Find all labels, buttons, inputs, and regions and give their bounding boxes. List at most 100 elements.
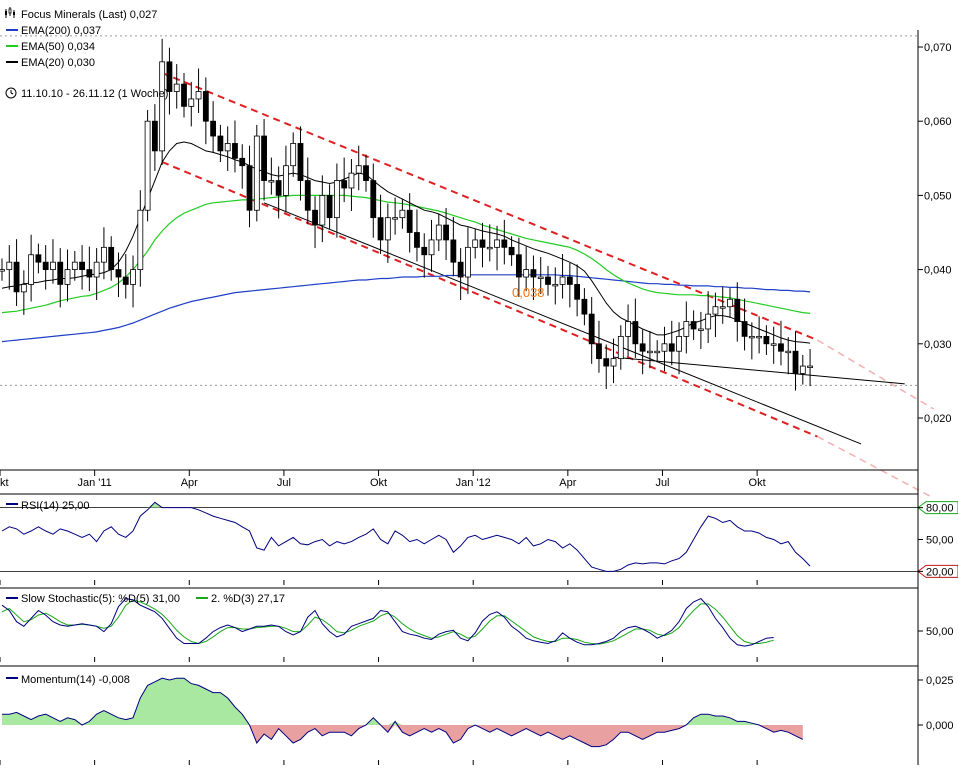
stoch-title: Slow Stochastic(5): %D(5) 31,00 (21, 593, 180, 605)
ema20-swatch (6, 61, 18, 63)
candle (465, 227, 471, 295)
candle-body (712, 306, 719, 315)
chart-title: Focus Minerals (Last) 0,027 (21, 9, 157, 21)
candle (166, 47, 173, 115)
candle (71, 251, 78, 281)
candle (428, 219, 435, 272)
candle-body (370, 180, 377, 219)
candle-body (552, 284, 559, 287)
candle (683, 301, 690, 354)
rsi-swatch (6, 503, 18, 505)
candle (217, 124, 224, 163)
x-tick-label: Apr (559, 477, 576, 489)
candle (108, 236, 115, 281)
gridlines (0, 35, 918, 386)
candle-body (173, 83, 180, 92)
candle-body (341, 180, 348, 189)
x-tick-label: Jul (655, 477, 669, 489)
y-tick-label: 0,030 (924, 339, 952, 351)
candle (479, 222, 486, 268)
candle-body (304, 180, 311, 211)
rsi-80-marker (917, 501, 958, 515)
x-tick-label: Okt (749, 477, 766, 489)
candle-body (465, 246, 471, 278)
channel-line (161, 72, 818, 342)
y-tick-label: 0,020 (924, 413, 952, 425)
candle (501, 219, 508, 265)
ema20-line (1, 141, 811, 344)
candle (661, 326, 668, 372)
ema50-line (1, 194, 811, 314)
candle-body (799, 365, 806, 374)
candle-body (130, 269, 136, 285)
candle-body (13, 261, 20, 293)
candle (574, 264, 581, 317)
momentum-negative-fill (2, 725, 803, 747)
candle (625, 304, 631, 357)
candle-body (319, 194, 326, 226)
candle (523, 246, 530, 292)
candle-body (144, 120, 151, 211)
x-tick-label: Apr (181, 477, 198, 489)
y-tick-label: 0,040 (924, 265, 952, 277)
candle (756, 316, 763, 354)
candle (333, 163, 340, 238)
candle (173, 64, 180, 109)
candle (64, 249, 71, 302)
candle-body (71, 261, 78, 270)
stoch-d-line (1, 597, 774, 647)
momentum-swatch (6, 677, 18, 679)
candle (727, 288, 733, 318)
candle (246, 145, 253, 228)
candle (370, 163, 377, 238)
candle-body (246, 165, 253, 211)
candle-body (588, 313, 595, 345)
candle (435, 213, 442, 252)
candle-body (515, 254, 522, 278)
y-tick-label: 0,050 (924, 190, 952, 202)
momentum-title: Momentum(14) -0,008 (21, 674, 130, 686)
candle-body (610, 358, 617, 367)
candle-body (108, 246, 115, 270)
trend-line (263, 202, 862, 445)
candle (603, 344, 610, 390)
stoch-signal-line (1, 599, 774, 645)
candle-body (57, 261, 64, 285)
candle (799, 354, 806, 385)
candle-body (333, 180, 340, 219)
candle-body (450, 239, 457, 263)
ema200-legend: EMA(200) 0,037 (21, 25, 101, 37)
price-annotation: 0,038 (512, 285, 545, 300)
candle (559, 254, 566, 299)
candle-body (494, 239, 500, 248)
candle-body (632, 321, 639, 345)
candle (778, 320, 784, 366)
candle-body (639, 343, 646, 352)
candle-body (421, 246, 428, 256)
candle-body (770, 343, 777, 346)
momentum-line (2, 677, 804, 748)
rsi-level-label: 20,00 (926, 566, 954, 578)
candle (690, 310, 697, 341)
candle (144, 110, 151, 222)
candle (377, 194, 384, 255)
candle (253, 124, 260, 222)
candle (588, 297, 595, 364)
candle (297, 126, 304, 201)
candle (697, 311, 704, 349)
candle (283, 145, 289, 213)
candle-body (574, 284, 581, 300)
candle-body (166, 61, 173, 92)
candle-body (399, 209, 406, 219)
channel-extension (816, 339, 935, 410)
candle (261, 118, 267, 201)
candle (6, 245, 13, 290)
stoch-swatch-2 (196, 597, 208, 599)
candle-body (290, 143, 297, 167)
candle (275, 166, 282, 219)
y-tick-label: 0,070 (924, 42, 952, 54)
candle-body (661, 343, 668, 352)
indicator-panels: RSI(14) 25,00 80,00 50,00 20,00 Slow Stochas… (0, 493, 958, 748)
candle (566, 262, 573, 308)
candle (472, 228, 479, 259)
